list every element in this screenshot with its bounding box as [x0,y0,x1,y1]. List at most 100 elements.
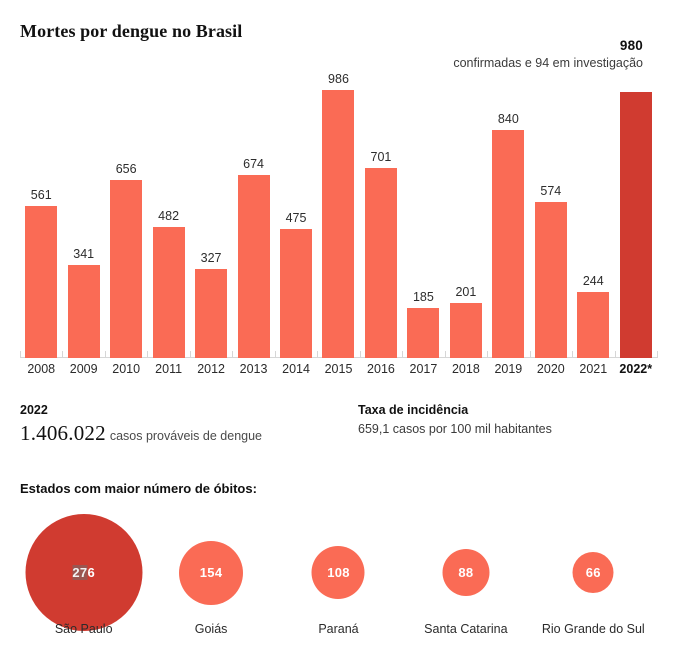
axis-tick [274,351,276,358]
bubble-item[interactable]: 88 Santa Catarina [402,506,529,646]
selected-text: 27 [72,565,88,580]
bar-column[interactable]: 840 [487,62,529,358]
bar-column[interactable]: 986 [317,62,359,358]
bar-value-label: 840 [497,111,519,126]
bar-column[interactable]: 185 [402,62,444,358]
bar-value-label: 674 [243,156,264,171]
bar-2012[interactable] [195,269,228,358]
bar-2019[interactable] [492,129,525,358]
axis-tick [444,351,446,358]
bar-value-label: 475 [285,210,307,225]
bubble-item[interactable]: 276 São Paulo [20,506,147,646]
stats-row: 2022 1.406.022 casos prováveis de dengue … [20,402,657,452]
axis-tick [572,351,574,358]
x-axis-label-2014: 2014 [282,362,310,376]
axis-tick [402,351,404,358]
x-axis-label-2016: 2016 [367,362,395,376]
stat-incidence-title: Taxa de incidência [358,403,469,417]
bar-2016[interactable] [364,167,397,358]
axis-tick [529,351,531,358]
bubble-label: Paraná [318,622,359,636]
x-axis-label-2011: 2011 [155,362,183,376]
x-axis-label-2022: 2022* [619,362,653,376]
stat-incidence: Taxa de incidência 659,1 casos por 100 m… [358,402,552,436]
bar-value-label: 341 [73,247,95,262]
bar-2010[interactable] [110,179,143,358]
bubble-chart: 276 São Paulo 154 Goiás 108 Paraná 88 Santa Cat… [20,506,657,646]
bar-2020[interactable] [534,202,567,358]
bar-column[interactable]: 656 [105,62,147,358]
x-axis-label-2010: 2010 [112,362,141,376]
bar-column[interactable]: 574 [530,62,572,358]
bar-2017[interactable] [407,307,440,358]
bar-2014[interactable] [280,228,313,358]
bar-2009[interactable] [67,265,100,358]
bar-column[interactable]: 244 [572,62,614,358]
bubble-item[interactable]: 154 Goiás [147,506,274,646]
annotation-text: confirmadas e 94 em investigação [453,55,643,70]
x-axis-label-2021: 2021 [579,362,608,376]
x-axis-label-2008: 2008 [27,362,56,376]
bar-column[interactable]: 341 [62,62,104,358]
annotation-value: 980 [619,38,643,53]
bar-column[interactable]: 674 [232,62,274,358]
x-axis-label-2009: 2009 [69,362,98,376]
bubble-value: 154 [199,565,223,580]
bar-column[interactable]: 482 [147,62,189,358]
bar-value-label: 201 [455,285,477,300]
bar-value-label: 244 [582,273,604,288]
bar-column[interactable]: 980 [615,62,657,358]
axis-tick [317,351,319,358]
axis-tick [614,351,616,358]
chart-plot-area: 561 341 656 482 327 674 475 986 701 185 201 840 574 2… [20,62,658,358]
unselected-text: 6 [87,565,95,580]
bar-2013[interactable] [237,174,270,358]
bubble-value: 108 [327,565,350,580]
bar-2021[interactable] [577,291,610,358]
bubble-circle[interactable]: 154 [179,540,244,605]
bubble-circle[interactable]: 276 [25,514,143,631]
bar-2022[interactable] [619,91,652,358]
bar-value-label: 482 [158,209,180,224]
x-axis-label-2012: 2012 [197,362,225,376]
bubble-value: 66 [585,565,601,580]
bar-2018[interactable] [449,303,482,358]
chart-annotation: 980 confirmadas e 94 em investigação [453,38,643,72]
bubble-label: São Paulo [54,622,113,636]
bubble-label: Santa Catarina [424,622,508,636]
stat-cases-value: 1.406.022 [20,420,106,445]
bar-column[interactable]: 327 [190,62,232,358]
axis-tick [189,351,191,358]
bubble-label: Goiás [194,622,228,636]
bubble-value: 88 [458,565,474,580]
bar-column[interactable]: 475 [275,62,317,358]
x-axis-label-2015: 2015 [324,362,353,376]
bar-chart: 561 341 656 482 327 674 475 986 701 185 201 840 574 2… [20,62,658,358]
bar-2008[interactable] [25,205,58,358]
bubble-item[interactable]: 66 Rio Grande do Sul [530,506,657,646]
x-axis-label-2018: 2018 [451,362,480,376]
stat-cases-year: 2022 [20,403,48,417]
bar-2015[interactable] [322,90,355,358]
bar-value-label: 185 [412,289,434,304]
stat-cases: 2022 1.406.022 casos prováveis de dengue [20,402,262,446]
page-title: Mortes por dengue no Brasil [20,21,243,41]
x-axis-label-2020: 2020 [536,362,565,376]
bar-value-label: 574 [540,184,562,199]
bubble-circle[interactable]: 66 [572,552,614,593]
bubble-label: Rio Grande do Sul [541,622,645,636]
x-axis-label-2013: 2013 [239,362,268,376]
bar-column[interactable]: 701 [360,62,402,358]
axis-tick [232,351,234,358]
bubble-circle[interactable]: 88 [442,549,490,596]
axis-tick [20,351,21,358]
bar-column[interactable]: 201 [445,62,487,358]
bar-column[interactable]: 561 [20,62,62,358]
bar-value-label: 561 [30,187,52,202]
stat-incidence-value: 659,1 casos por 100 mil habitantes [358,421,552,436]
bar-2011[interactable] [152,227,185,358]
bubble-item[interactable]: 108 Paraná [275,506,402,646]
stat-cases-main: 1.406.022 casos prováveis de dengue [20,421,262,446]
axis-tick [104,351,106,358]
bubble-circle[interactable]: 108 [311,546,365,599]
